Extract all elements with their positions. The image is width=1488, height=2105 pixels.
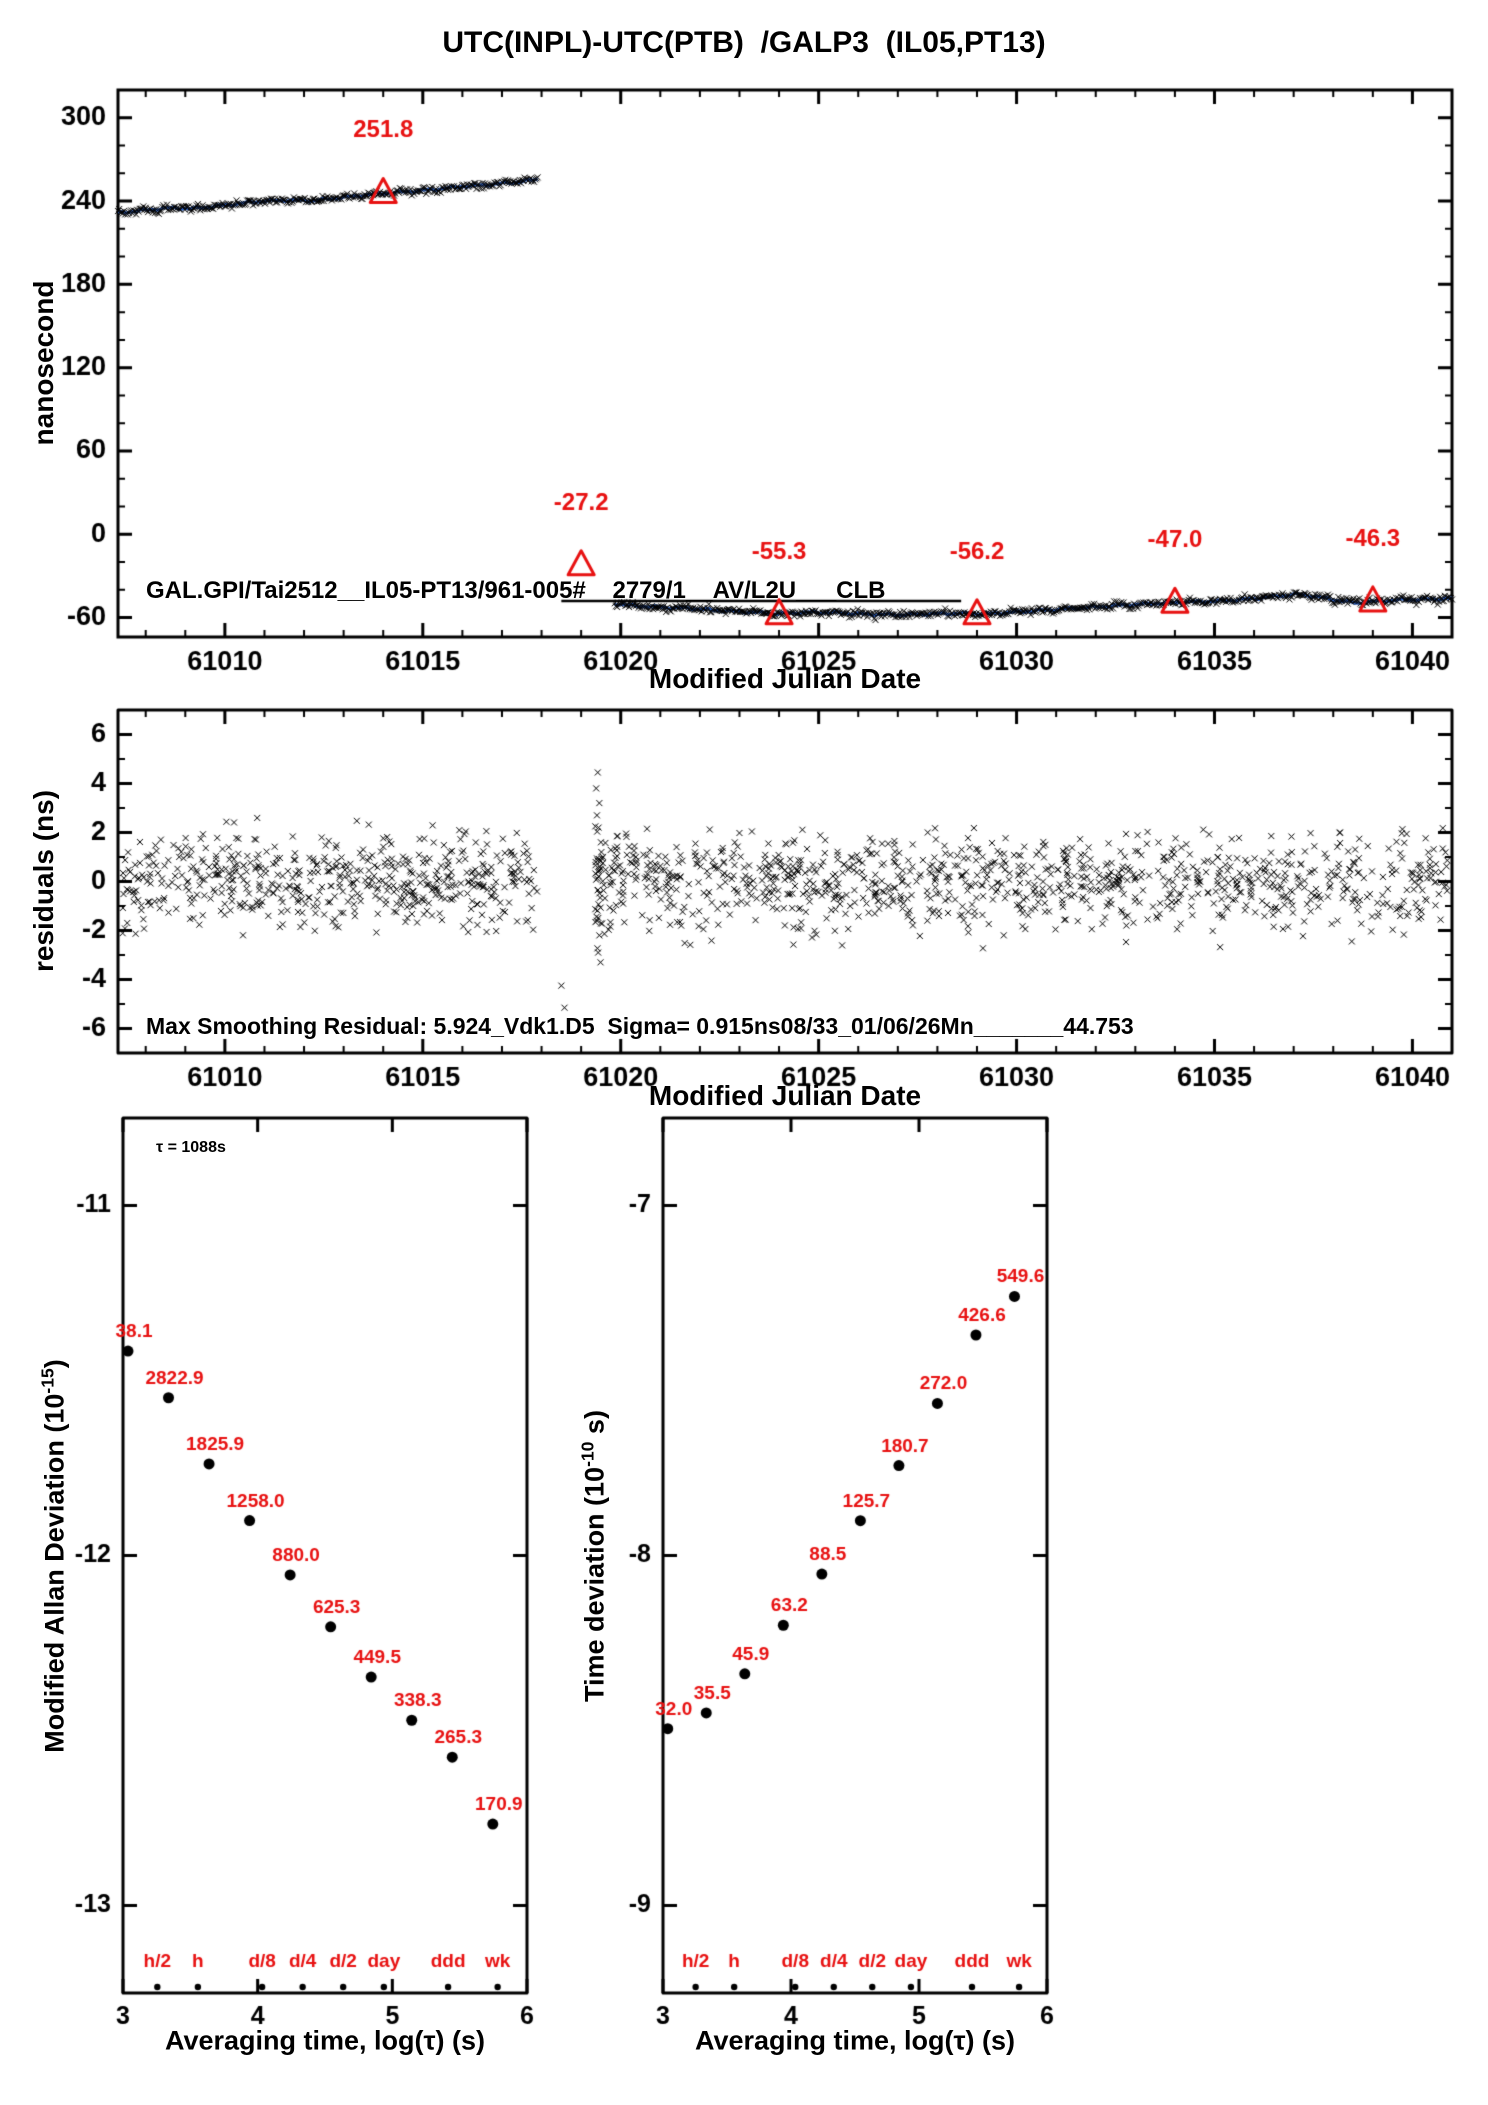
residuals-x-axis-label: Modified Julian Date [648, 1080, 922, 1111]
tdev-y-axis-label: Time deviation (10-10 s) [578, 1410, 611, 1702]
phase-x-axis-label: Modified Julian Date [648, 663, 922, 694]
phase-annotation: GAL.GPI/Tai2512__IL05-PT13/961-005# 2779… [146, 577, 886, 604]
mdev-y-axis-label-close: ) [39, 1359, 70, 1369]
tdev-y-axis-label-close: s) [579, 1410, 610, 1442]
residuals-annotation: Max Smoothing Residual: 5.924_Vdk1.D5 Si… [146, 1013, 1134, 1039]
phase-y-axis-label: nanosecond [28, 280, 59, 446]
tdev-y-axis-exponent: -10 [577, 1441, 598, 1467]
mdev-tau-annotation: τ = 1088s [156, 1139, 226, 1156]
tdev-x-axis-label: Averaging time, log(τ) (s) [694, 2025, 1016, 2056]
mdev-y-axis-label-text: Modified Allan Deviation (10 [39, 1393, 70, 1753]
mdev-x-axis-label: Averaging time, log(τ) (s) [164, 2025, 486, 2056]
page-title: UTC(INPL)-UTC(PTB) /GALP3 (IL05,PT13) [442, 26, 1046, 59]
mdev-y-axis-exponent: -15 [37, 1368, 58, 1394]
mdev-y-axis-label: Modified Allan Deviation (10-15) [38, 1359, 71, 1752]
tdev-y-axis-label-text: Time deviation (10 [579, 1466, 610, 1702]
residuals-y-axis-label: residuals (ns) [28, 789, 59, 973]
